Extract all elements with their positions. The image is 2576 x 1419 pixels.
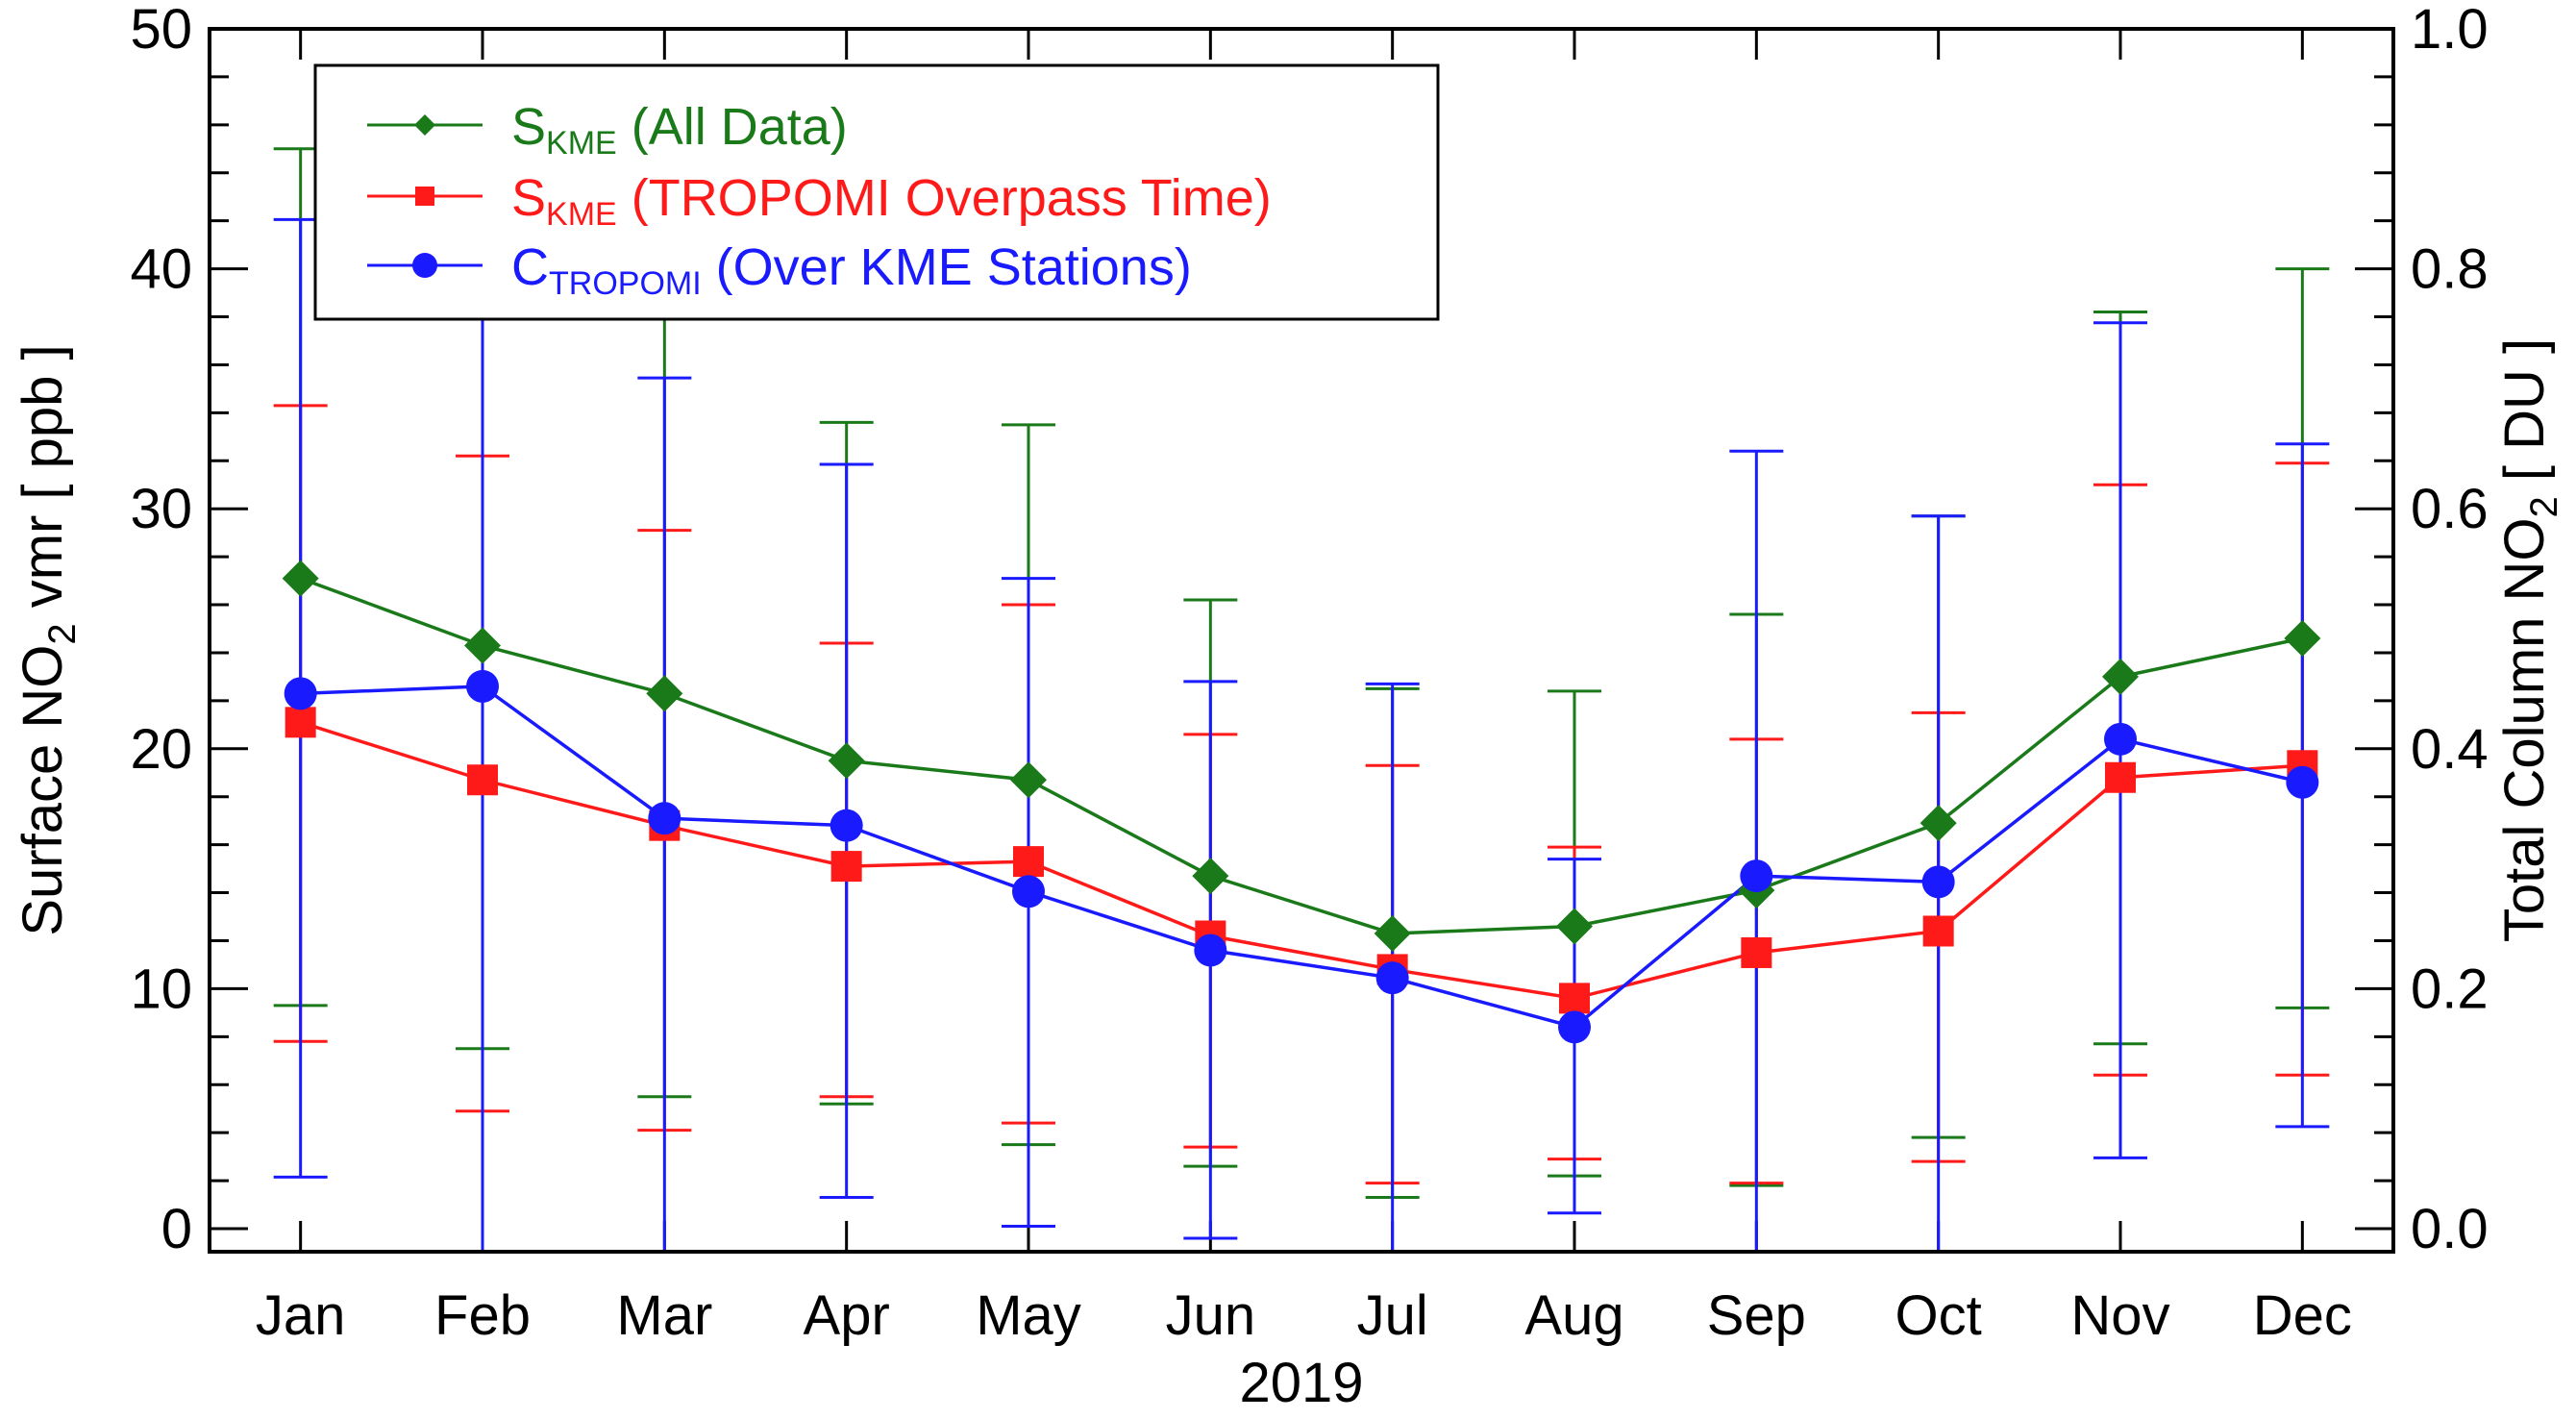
data-point-diamond (828, 742, 865, 780)
legend-label-rest: (Over KME Stations) (702, 238, 1192, 296)
y2-tick-label: 0.4 (2411, 718, 2489, 781)
markers-layer (282, 560, 2321, 1044)
y-tick-label: 0 (161, 1198, 192, 1260)
y2-tick-label: 0.8 (2411, 238, 2489, 301)
legend-label-main: C (511, 238, 549, 296)
data-point-diamond (2102, 658, 2139, 695)
data-point-square (467, 764, 498, 796)
legend-item-s-kme-tropomi-time: SKME (TROPOMI Overpass Time) (367, 169, 1272, 233)
data-point-diamond (1556, 908, 1593, 945)
legend-label-sub: KME (546, 125, 617, 162)
legend-label-rest: (TROPOMI Overpass Time) (617, 169, 1272, 227)
x-axis-label: 2019 (1239, 1352, 1363, 1414)
y-axis-label: Surface NO2 vmr [ ppb ] (12, 344, 84, 935)
data-point-circle (1558, 1010, 1591, 1044)
y-tick-label: 30 (130, 478, 192, 540)
legend-label-s-kme-tropomi-time: SKME (TROPOMI Overpass Time) (511, 169, 1272, 233)
x-tick-label: Jan (256, 1284, 346, 1347)
data-point-square (2105, 761, 2136, 793)
data-point-circle (466, 669, 499, 703)
y2-tick-label: 0.6 (2411, 478, 2489, 540)
x-tick-label: Jun (1166, 1284, 1256, 1347)
x-tick-label: Mar (616, 1284, 712, 1347)
plot-frame (208, 27, 2395, 1254)
y-tick-label: 20 (130, 718, 192, 781)
axes-layer (210, 27, 2393, 1252)
data-point-square (1922, 915, 1954, 947)
data-point-diamond (464, 627, 501, 664)
x-tick-label: Apr (804, 1284, 890, 1347)
y-axis-label-sub: 2 (41, 623, 84, 644)
data-point-circle (2286, 765, 2319, 799)
data-point-diamond (1010, 761, 1047, 799)
data-point-circle (1012, 875, 1045, 909)
x-tick-label: Nov (2070, 1284, 2169, 1347)
data-point-square (1013, 846, 1044, 878)
legend-item-s-kme-all: SKME (All Data) (367, 98, 848, 162)
data-point-circle (1375, 961, 1409, 995)
legend-label-sub: TROPOMI (549, 265, 702, 302)
data-point-circle (830, 809, 863, 842)
legend-label-rest: (All Data) (617, 98, 848, 156)
data-point-square (830, 851, 862, 883)
legend: SKME (All Data) SKME (TROPOMI Overpass T… (313, 63, 1440, 321)
x-tick-label: Aug (1524, 1284, 1623, 1347)
series-lines-layer (300, 576, 2303, 1030)
data-point-circle (648, 802, 681, 835)
data-point-diamond (646, 675, 683, 712)
y2-tick-label: 1.0 (2411, 0, 2489, 61)
x-tick-label: Oct (1895, 1284, 1982, 1347)
y-axis-label-main: Surface NO (12, 645, 74, 936)
y-tick-label: 50 (130, 0, 192, 61)
data-point-circle (1194, 934, 1227, 967)
data-point-square (285, 707, 316, 738)
series-line (300, 576, 2303, 935)
data-point-circle (2104, 722, 2137, 756)
legend-marker-square (415, 187, 434, 206)
y2-axis-label: Total Column NO2 [ DU ] (2493, 338, 2565, 942)
y-tick-label: 40 (130, 238, 192, 301)
data-point-diamond (282, 560, 319, 597)
data-point-diamond (2284, 619, 2321, 657)
y2-axis-label-sub: 2 (2523, 496, 2565, 517)
data-point-circle (284, 677, 317, 710)
data-point-circle (1921, 865, 1955, 899)
data-point-diamond (1374, 914, 1411, 952)
data-point-square (1741, 936, 1772, 968)
series-line (300, 685, 2303, 1030)
x-tick-label: Jul (1357, 1284, 1428, 1347)
legend-label-sub: KME (546, 196, 617, 233)
legend-label-c-tropomi: CTROPOMI (Over KME Stations) (511, 238, 1192, 302)
legend-marker-diamond (414, 114, 435, 136)
x-tick-label: May (976, 1284, 1081, 1347)
y-axis-label-rest: vmr [ ppb ] (12, 344, 74, 623)
legend-label-main: S (511, 98, 546, 156)
y2-axis-label-main: Total Column NO (2493, 517, 2556, 942)
y2-tick-label: 0.0 (2411, 1198, 2489, 1260)
tick-labels-layer: 0 10 20 30 40 50 0.0 0.2 0.4 0.6 0.8 1.0 Jan Feb Mar Ap… (130, 0, 2488, 1347)
y2-axis-label-rest: [ DU ] (2493, 338, 2556, 496)
y2-tick-label: 0.2 (2411, 958, 2489, 1020)
data-point-diamond (1920, 805, 1957, 842)
legend-box (313, 63, 1440, 321)
y-tick-label: 10 (130, 958, 192, 1020)
x-tick-label: Feb (434, 1284, 531, 1347)
legend-item-c-tropomi: CTROPOMI (Over KME Stations) (367, 238, 1192, 302)
series-line (300, 720, 2303, 1001)
x-tick-label: Dec (2253, 1284, 2352, 1347)
legend-label-s-kme-all: SKME (All Data) (511, 98, 848, 162)
data-point-square (1559, 983, 1590, 1014)
x-tick-label: Sep (1707, 1284, 1806, 1347)
legend-label-main: S (511, 169, 546, 227)
legend-marker-circle (412, 253, 437, 278)
data-point-diamond (1192, 858, 1229, 895)
data-point-circle (1740, 859, 1773, 893)
